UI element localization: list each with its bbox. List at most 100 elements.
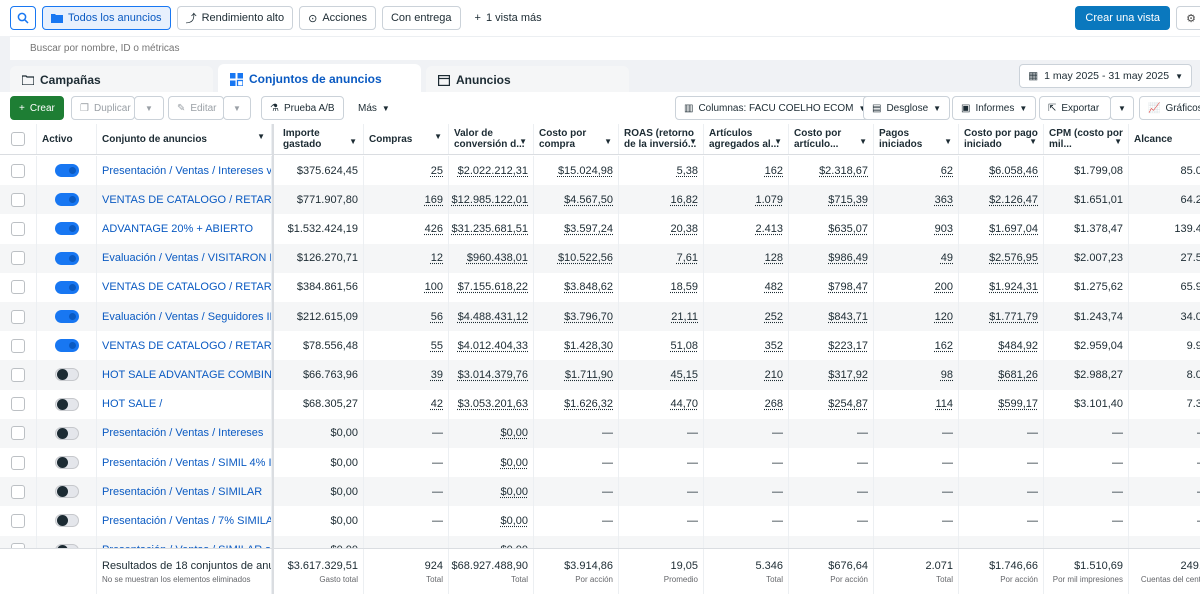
active-toggle[interactable] bbox=[55, 164, 79, 177]
header-active[interactable]: Activo bbox=[37, 124, 97, 154]
conv-value-value[interactable]: $0,00 bbox=[500, 427, 528, 439]
ad-set-name-link[interactable]: HOT SALE / bbox=[102, 398, 162, 410]
table-row[interactable]: Presentación / Ventas / 7% SIMILAR c... $… bbox=[0, 506, 1200, 535]
roas-value[interactable]: 45,15 bbox=[670, 369, 698, 381]
ad-set-name-link[interactable]: Presentación / Ventas / Intereses varios bbox=[102, 165, 272, 177]
row-checkbox[interactable] bbox=[11, 164, 25, 178]
table-row[interactable]: HOT SALE / $68.305,27 42 $3.053.201,63 $1.62… bbox=[0, 390, 1200, 419]
active-toggle[interactable] bbox=[55, 398, 79, 411]
purchases-value[interactable]: 100 bbox=[425, 281, 443, 293]
purchases-value[interactable]: 42 bbox=[431, 398, 443, 410]
purchases-value[interactable]: 55 bbox=[431, 340, 443, 352]
edit-button[interactable]: ✎ Editar bbox=[168, 96, 224, 120]
conv-value-value[interactable]: $4.012.404,33 bbox=[458, 340, 528, 352]
cost-purchase-value[interactable]: $10.522,56 bbox=[558, 252, 613, 264]
columns-button[interactable]: ▥ Columnas: FACU COELHO ECOM ▼ bbox=[675, 96, 875, 120]
active-toggle[interactable] bbox=[55, 310, 79, 323]
row-checkbox[interactable] bbox=[11, 514, 25, 528]
row-checkbox[interactable] bbox=[11, 193, 25, 207]
cost-added-value[interactable]: $986,49 bbox=[828, 252, 868, 264]
table-row[interactable]: Presentación / Ventas / SIMIL 4% INIC...… bbox=[0, 448, 1200, 477]
purchases-value[interactable]: 426 bbox=[425, 223, 443, 235]
conv-value-value[interactable]: $31.235.681,51 bbox=[452, 223, 528, 235]
conv-value-value[interactable]: $0,00 bbox=[500, 515, 528, 527]
cost-added-value[interactable]: $715,39 bbox=[828, 194, 868, 206]
payments-value[interactable]: 120 bbox=[935, 311, 953, 323]
row-checkbox[interactable] bbox=[11, 368, 25, 382]
conv-value-value[interactable]: $0,00 bbox=[500, 457, 528, 469]
ad-set-name-link[interactable]: Presentación / Ventas / SIMIL 4% INIC... bbox=[102, 457, 272, 469]
active-toggle[interactable] bbox=[55, 456, 79, 469]
cost-payment-value[interactable]: $2.126,47 bbox=[989, 194, 1038, 206]
table-row[interactable]: Evaluación / Ventas / Seguidores INST...… bbox=[0, 302, 1200, 331]
filter-settings-button[interactable]: ⚙ bbox=[1176, 6, 1200, 30]
chip-more-views[interactable]: + 1 vista más bbox=[467, 6, 550, 30]
payments-value[interactable]: 363 bbox=[935, 194, 953, 206]
added-value[interactable]: 162 bbox=[765, 165, 783, 177]
table-row[interactable]: VENTAS DE CATALOGO / RETARGETI...$384.86… bbox=[0, 273, 1200, 302]
purchases-value[interactable]: 39 bbox=[431, 369, 443, 381]
table-row[interactable]: Presentación / Ventas / Intereses varios… bbox=[0, 156, 1200, 185]
header-roas[interactable]: ROAS (retorno de la inversió... ▼ bbox=[619, 124, 704, 154]
cost-purchase-value[interactable]: $1.626,32 bbox=[564, 398, 613, 410]
chip-delivering[interactable]: Con entrega bbox=[382, 6, 461, 30]
active-toggle[interactable] bbox=[55, 222, 79, 235]
ad-set-name-link[interactable]: Evaluación / Ventas / Seguidores INST... bbox=[102, 311, 272, 323]
table-row[interactable]: Evaluación / Ventas / VISITARON LA ... $1… bbox=[0, 244, 1200, 273]
conv-value-value[interactable]: $4.488.431,12 bbox=[458, 311, 528, 323]
ad-set-name-link[interactable]: HOT SALE ADVANTAGE COMBINADA bbox=[102, 369, 272, 381]
ad-set-name-link[interactable]: VENTAS DE CATALOGO / RETARGETI... bbox=[102, 194, 272, 206]
cost-added-value[interactable]: $223,17 bbox=[828, 340, 868, 352]
added-value[interactable]: 482 bbox=[765, 281, 783, 293]
tab-ads[interactable]: Anuncios bbox=[426, 66, 629, 94]
cost-purchase-value[interactable]: $1.428,30 bbox=[564, 340, 613, 352]
cost-added-value[interactable]: $2.318,67 bbox=[819, 165, 868, 177]
row-checkbox[interactable] bbox=[11, 397, 25, 411]
row-checkbox[interactable] bbox=[11, 339, 25, 353]
ad-set-name-link[interactable]: Evaluación / Ventas / VISITARON LA ... bbox=[102, 252, 272, 264]
reports-button[interactable]: ▣ Informes ▼ bbox=[952, 96, 1036, 120]
ad-set-name-link[interactable]: Presentación / Ventas / SIMILAR bbox=[102, 486, 262, 498]
cost-added-value[interactable]: $317,92 bbox=[828, 369, 868, 381]
cost-added-value[interactable]: $254,87 bbox=[828, 398, 868, 410]
header-payments[interactable]: Pagos iniciados ▼ bbox=[874, 124, 959, 154]
more-button[interactable]: Más ▼ bbox=[350, 96, 398, 120]
active-toggle[interactable] bbox=[55, 339, 79, 352]
create-view-button[interactable]: Crear una vista bbox=[1075, 6, 1170, 30]
tab-ad-sets[interactable]: Conjuntos de anuncios bbox=[218, 64, 421, 94]
ad-set-name-link[interactable]: VENTAS DE CATALOGO / RETARGETI... bbox=[102, 340, 272, 352]
added-value[interactable]: 1.079 bbox=[755, 194, 783, 206]
conv-value-value[interactable]: $7.155.618,22 bbox=[458, 281, 528, 293]
cost-payment-value[interactable]: $1.924,31 bbox=[989, 281, 1038, 293]
search-input[interactable] bbox=[30, 43, 630, 54]
charts-button[interactable]: 📈 Gráficos bbox=[1139, 96, 1200, 120]
payments-value[interactable]: 62 bbox=[941, 165, 953, 177]
cost-payment-value[interactable]: $681,26 bbox=[998, 369, 1038, 381]
table-row[interactable]: Presentación / Ventas / SIMILAR $0,00 — $0,… bbox=[0, 477, 1200, 506]
active-toggle[interactable] bbox=[55, 281, 79, 294]
select-all-checkbox[interactable] bbox=[11, 132, 25, 146]
conv-value-value[interactable]: $3.014.379,76 bbox=[458, 369, 528, 381]
header-cost-purchase[interactable]: Costo por compra ▼ bbox=[534, 124, 619, 154]
header-cpm[interactable]: CPM (costo por mil... ▼ bbox=[1044, 124, 1129, 154]
table-row[interactable]: ADVANTAGE 20% + ABIERTO $1.532.424,19 426 $… bbox=[0, 214, 1200, 243]
payments-value[interactable]: 49 bbox=[941, 252, 953, 264]
ad-set-name-link[interactable]: ADVANTAGE 20% + ABIERTO bbox=[102, 223, 253, 235]
ad-set-name-link[interactable]: Presentación / Ventas / Intereses bbox=[102, 427, 263, 439]
purchases-value[interactable]: 12 bbox=[431, 252, 443, 264]
header-ad-set-name[interactable]: Conjunto de anuncios ▼ bbox=[97, 124, 272, 154]
cost-purchase-value[interactable]: $3.796,70 bbox=[564, 311, 613, 323]
added-value[interactable]: 252 bbox=[765, 311, 783, 323]
row-checkbox[interactable] bbox=[11, 310, 25, 324]
row-checkbox[interactable] bbox=[11, 456, 25, 470]
active-toggle[interactable] bbox=[55, 368, 79, 381]
cost-payment-value[interactable]: $1.697,04 bbox=[989, 223, 1038, 235]
roas-value[interactable]: 21,11 bbox=[671, 311, 698, 323]
payments-value[interactable]: 903 bbox=[935, 223, 953, 235]
header-added-to-cart[interactable]: Artículos agregados al... ▼ bbox=[704, 124, 789, 154]
cost-purchase-value[interactable]: $15.024,98 bbox=[558, 165, 613, 177]
ad-set-name-link[interactable]: VENTAS DE CATALOGO / RETARGETI... bbox=[102, 281, 272, 293]
header-purchases[interactable]: Compras ▼ bbox=[364, 124, 449, 154]
cost-added-value[interactable]: $635,07 bbox=[828, 223, 868, 235]
export-menu-button[interactable]: ▼ bbox=[1110, 96, 1134, 120]
